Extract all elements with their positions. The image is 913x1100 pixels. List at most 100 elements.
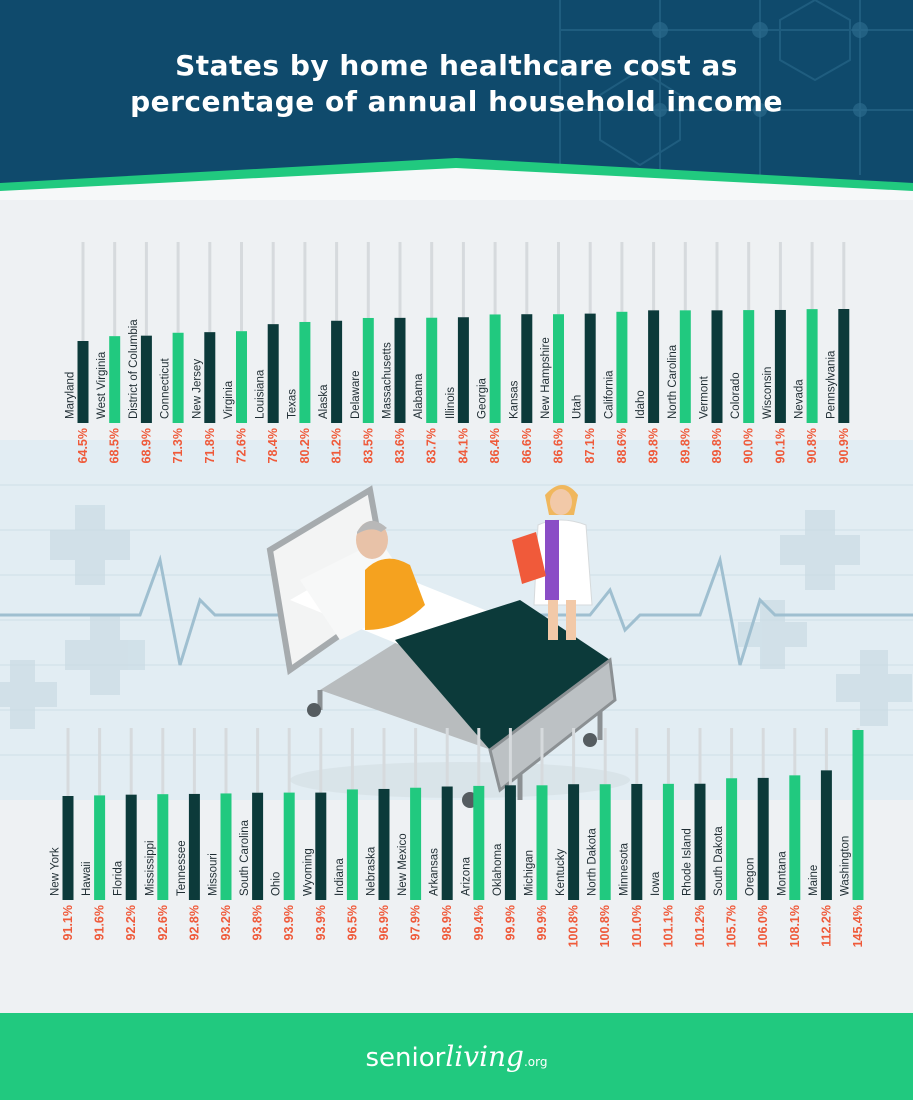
value-label: 87.1% (583, 428, 597, 463)
category-label: South Carolina (239, 819, 251, 896)
bar (838, 309, 850, 423)
value-label: 105.7% (725, 905, 739, 947)
bar (536, 785, 548, 900)
value-label: 89.8% (647, 428, 661, 463)
category-label: Nevada (794, 379, 806, 419)
value-label: 96.9% (377, 905, 391, 940)
bar (410, 787, 422, 900)
bar (299, 321, 311, 423)
bar (252, 792, 264, 900)
category-label: Utah (572, 395, 584, 419)
category-label: New Mexico (397, 833, 409, 896)
category-label: Virginia (223, 380, 235, 419)
bar (852, 730, 864, 900)
value-label: 78.4% (266, 428, 280, 463)
bar (774, 309, 786, 423)
bar (631, 783, 643, 900)
value-label: 89.8% (710, 428, 724, 463)
category-label: Mississippi (144, 840, 156, 896)
brand-part-living: living (445, 1040, 524, 1073)
category-label: Louisiana (255, 369, 267, 419)
bar (94, 795, 106, 900)
category-label: Pennsylvania (825, 350, 837, 419)
value-label: 71.8% (203, 428, 217, 463)
bar (694, 783, 706, 900)
value-label: 83.5% (361, 428, 375, 463)
value-label: 83.7% (425, 428, 439, 463)
bar (283, 792, 295, 900)
bar (267, 324, 279, 423)
value-label: 90.1% (773, 428, 787, 463)
category-label: Nebraska (366, 846, 378, 896)
value-label: 100.8% (598, 905, 612, 947)
illustration-bed-patient-nurse (266, 485, 630, 808)
category-label: North Carolina (667, 344, 679, 419)
category-label: Georgia (477, 377, 489, 419)
value-label: 101.0% (630, 905, 644, 947)
value-label: 89.8% (678, 428, 692, 463)
category-label: Vermont (699, 375, 711, 419)
bar (806, 309, 818, 423)
category-label: Missouri (208, 853, 220, 896)
category-label: Kentucky (555, 848, 567, 896)
value-label: 93.9% (314, 905, 328, 940)
value-label: 90.9% (837, 428, 851, 463)
bar (648, 310, 660, 423)
bar (362, 317, 374, 423)
bar (457, 317, 469, 423)
bar (726, 778, 738, 900)
bar (662, 783, 674, 900)
category-label: Ohio (271, 872, 283, 896)
bar (140, 335, 152, 423)
category-label: South Dakota (713, 826, 725, 896)
value-label: 86.4% (488, 428, 502, 463)
category-label: Minnesota (618, 842, 630, 896)
value-label: 112.2% (819, 905, 833, 947)
bar (599, 784, 611, 900)
value-label: 92.8% (187, 905, 201, 940)
category-label: Washington (840, 836, 852, 896)
category-label: Connecticut (160, 357, 172, 419)
bar (378, 788, 390, 900)
category-label: Kansas (508, 380, 520, 419)
bar (521, 314, 533, 423)
bar (743, 310, 755, 423)
category-label: Tennessee (176, 840, 188, 896)
bar (584, 313, 596, 423)
value-label: 99.9% (535, 905, 549, 940)
bar (394, 317, 406, 423)
value-label: 88.6% (615, 428, 629, 463)
bar (204, 332, 216, 423)
bar (489, 314, 501, 423)
category-label: Idaho (635, 390, 647, 419)
value-label: 106.0% (756, 905, 770, 947)
value-label: 99.4% (472, 905, 486, 940)
value-label: 84.1% (456, 428, 470, 463)
category-label: California (603, 370, 615, 419)
bar (315, 792, 327, 900)
bar (346, 789, 358, 900)
bar (62, 796, 74, 900)
category-label: Texas (286, 389, 298, 419)
bar (236, 331, 247, 423)
bar (426, 317, 438, 423)
category-label: West Virginia (96, 351, 108, 419)
value-label: 100.8% (567, 905, 581, 947)
category-label: Iowa (650, 871, 662, 896)
value-label: 99.9% (503, 905, 517, 940)
page-title: States by home healthcare cost as percen… (0, 48, 913, 120)
category-label: New Hampshire (540, 337, 552, 419)
brand-logo: seniorliving.org (0, 1040, 913, 1073)
value-label: 71.3% (171, 428, 185, 463)
bar (473, 785, 485, 900)
bar (553, 314, 564, 423)
value-label: 68.5% (108, 428, 122, 463)
value-label: 101.2% (693, 905, 707, 947)
category-label: Illinois (445, 387, 457, 419)
bar (789, 775, 801, 900)
category-label: Wyoming (302, 848, 314, 896)
header-banner (0, 0, 913, 200)
brand-part-senior: senior (365, 1043, 446, 1073)
value-label: 96.5% (345, 905, 359, 940)
